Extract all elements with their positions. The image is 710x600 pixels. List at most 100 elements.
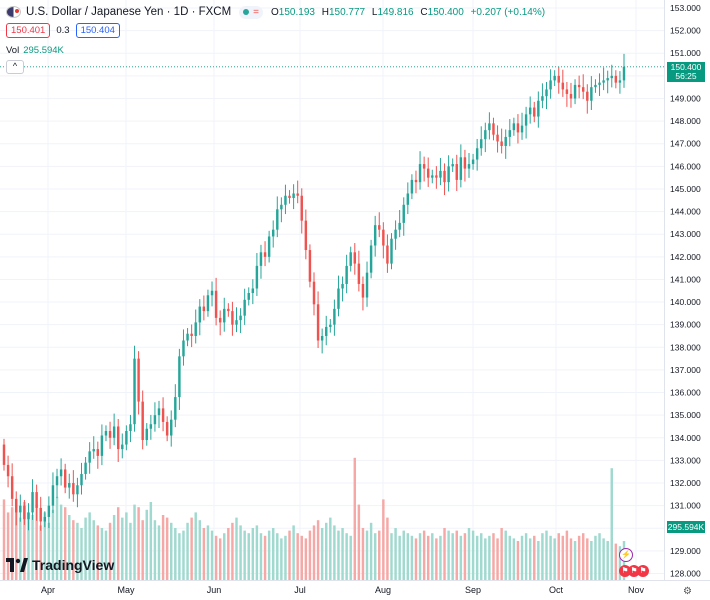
volume-bar (6, 512, 10, 580)
volume-bar (541, 533, 544, 580)
price-tick-label: 152.000 (670, 26, 701, 36)
candle-body (231, 311, 234, 325)
candle-body (76, 485, 79, 495)
volume-bar (443, 528, 446, 580)
event-flag-icon[interactable]: ⚑ (637, 565, 649, 577)
buy-button[interactable]: 150.404 (75, 23, 120, 38)
volume-legend[interactable]: Vol 295.594K (6, 45, 64, 56)
candle-body (170, 419, 173, 436)
volume-bar (312, 525, 316, 580)
volume-bar (463, 533, 467, 580)
candle-body (426, 168, 430, 178)
candle-body (271, 229, 275, 237)
time-axis[interactable]: Apr May Jun Jul Aug Sep Oct Nov (41, 585, 645, 595)
gear-icon[interactable]: ⚙ (683, 586, 692, 597)
candle-body (496, 134, 499, 142)
volume-bar (426, 535, 430, 580)
volume-bar (288, 530, 291, 580)
volume-bar (382, 499, 385, 580)
volume-value: 295.594K (23, 45, 64, 56)
candle-body (15, 498, 18, 513)
volume-bar (235, 517, 238, 580)
candle-body (598, 82, 601, 85)
price-axis[interactable]: 128.000129.000130.000131.000132.000133.0… (670, 3, 701, 579)
volume-bar (528, 538, 532, 580)
candle-body (541, 96, 544, 101)
volume-bar (345, 533, 348, 580)
volume-bar (72, 520, 75, 580)
volume-bar (243, 530, 246, 580)
candle-body (312, 281, 316, 305)
collapse-legend-button[interactable]: ^ (6, 60, 24, 74)
volume-bar (520, 535, 524, 580)
event-lightning-icon[interactable]: ⚡ (619, 548, 633, 562)
candle-body (292, 193, 295, 199)
volume-bar (19, 517, 22, 580)
candle-body (590, 87, 593, 101)
candle-body (218, 317, 222, 323)
volume-bar (553, 538, 556, 580)
candle-body (178, 356, 181, 398)
price-tick-label: 149.000 (670, 93, 701, 103)
volume-bar (594, 535, 597, 580)
volume-bar (39, 525, 42, 580)
volume-bar (259, 533, 263, 580)
volume-bar (406, 533, 410, 580)
candle-body (528, 107, 532, 115)
candle-body (288, 195, 291, 199)
candle-body (190, 333, 193, 336)
candle-body (581, 87, 585, 92)
price-tick-label: 147.000 (670, 139, 701, 149)
volume-bar (590, 541, 593, 580)
volume-bar (504, 530, 507, 580)
tradingview-logo[interactable]: TradingView (6, 557, 114, 573)
candle-body (402, 204, 405, 223)
candle-body (337, 288, 340, 309)
volume-bar (378, 530, 381, 580)
volume-bar (194, 512, 197, 580)
ohlc-readout: O150.193 H150.777 L149.816 C150.400 +0.2… (271, 7, 549, 18)
price-tick-label: 136.000 (670, 388, 701, 398)
ohlc-close: 150.400 (427, 6, 464, 18)
price-tick-label: 141.000 (670, 274, 701, 284)
candle-body (333, 308, 336, 325)
candle-body (210, 290, 214, 296)
candle-body (125, 430, 128, 445)
last-price-value: 150.400 (670, 62, 702, 72)
candle-body (100, 435, 104, 456)
volume-bar (170, 522, 173, 580)
candle-body (247, 293, 250, 300)
candle-body (27, 512, 30, 520)
candle-body (129, 424, 132, 431)
volume-bar (145, 509, 148, 580)
time-tick-label: May (117, 585, 135, 595)
volume-bar (59, 504, 63, 580)
candle-body (341, 283, 344, 289)
volume-bar (84, 517, 87, 580)
candle-body (557, 75, 560, 83)
candle-body (47, 505, 51, 517)
volume-bar (104, 530, 108, 580)
sell-button[interactable]: 150.401 (6, 23, 51, 38)
volume-bar (206, 525, 210, 580)
volume-bar (149, 502, 153, 580)
volume-bar (320, 528, 324, 580)
volume-bar (451, 533, 454, 580)
candle-body (255, 265, 259, 289)
volume-bar (602, 538, 605, 580)
market-status[interactable]: = (239, 5, 264, 19)
candle-body (398, 222, 401, 230)
volume-bar (349, 535, 352, 580)
candle-body (561, 82, 565, 90)
candle-body (439, 170, 442, 178)
candle-body (508, 130, 512, 137)
candle-body (553, 75, 556, 81)
candle-body (235, 320, 238, 325)
candle-body (418, 164, 422, 183)
candle-body (520, 125, 524, 133)
volume-bar (63, 507, 67, 580)
symbol-title[interactable]: U.S. Dollar / Japanese Yen · 1D · FXCM (26, 6, 232, 18)
volume-bar (247, 533, 250, 580)
volume-bar (296, 533, 299, 580)
